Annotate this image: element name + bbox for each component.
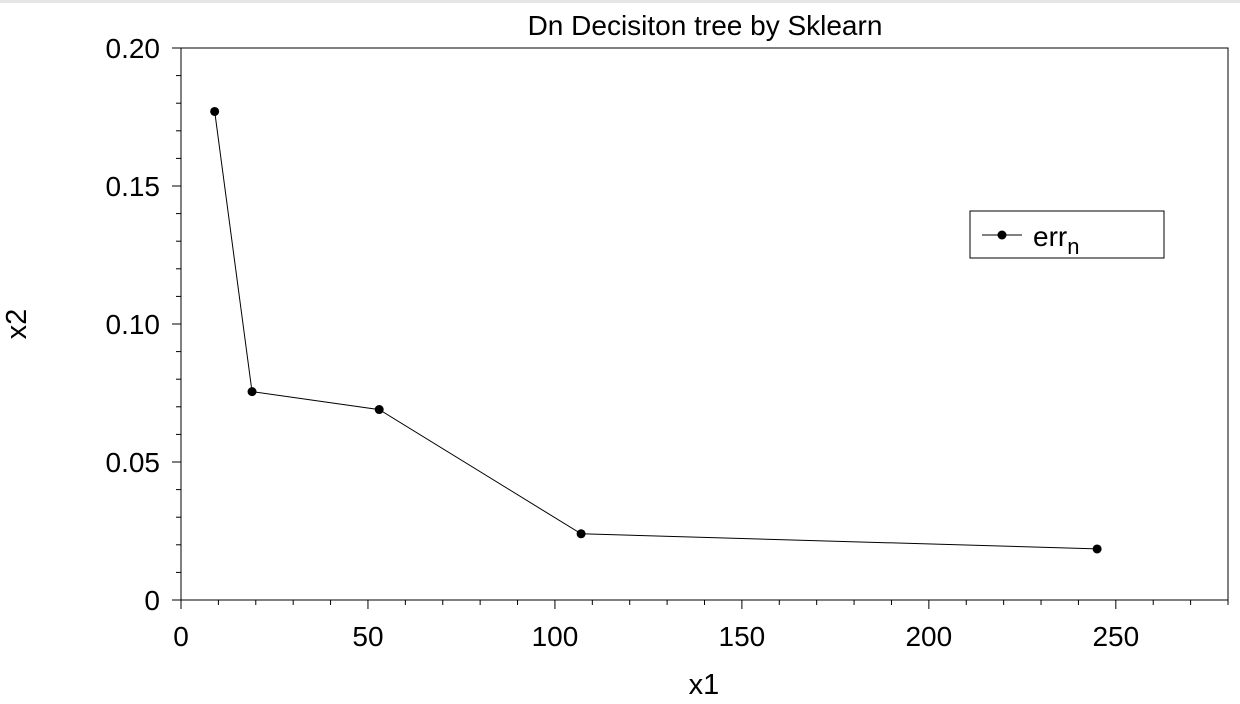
- series-line: [214, 111, 1098, 550]
- x-tick-label: 200: [905, 621, 952, 652]
- y-axis-ticks: 0 0.05 0.10 0.15 0.20: [106, 33, 181, 616]
- x-tick-label: 100: [532, 621, 579, 652]
- legend-label: errn: [1033, 221, 1079, 259]
- y-tick-label: 0.20: [106, 33, 161, 64]
- data-point: [576, 529, 586, 539]
- x-tick-label: 50: [352, 621, 383, 652]
- axes: [180, 47, 1229, 601]
- data-point: [1092, 544, 1102, 554]
- legend-label-subscript: n: [1067, 234, 1079, 259]
- data-point: [374, 405, 384, 415]
- series-layer: [210, 106, 1102, 554]
- data-point: [247, 387, 257, 397]
- legend-marker-swatch: [997, 230, 1007, 240]
- data-point: [210, 106, 220, 116]
- y-axis-label: x2: [1, 309, 33, 340]
- x-axis-ticks: 0 50 100 150 200 250: [173, 600, 1229, 652]
- x-axis-label: x1: [689, 669, 720, 701]
- legend: errn: [969, 210, 1165, 259]
- y-tick-label: 0.15: [106, 171, 161, 202]
- y-tick-label: 0.05: [106, 447, 161, 478]
- x-tick-label: 0: [173, 621, 189, 652]
- chart-title: Dn Decisiton tree by Sklearn: [528, 10, 883, 41]
- y-tick-label: 0: [144, 585, 160, 616]
- plot-frame: [180, 47, 1229, 601]
- x-tick-label: 150: [719, 621, 766, 652]
- top-border-strip: [0, 0, 1240, 3]
- x-tick-label: 250: [1092, 621, 1139, 652]
- y-tick-label: 0.10: [106, 309, 161, 340]
- legend-label-base: err: [1033, 221, 1067, 252]
